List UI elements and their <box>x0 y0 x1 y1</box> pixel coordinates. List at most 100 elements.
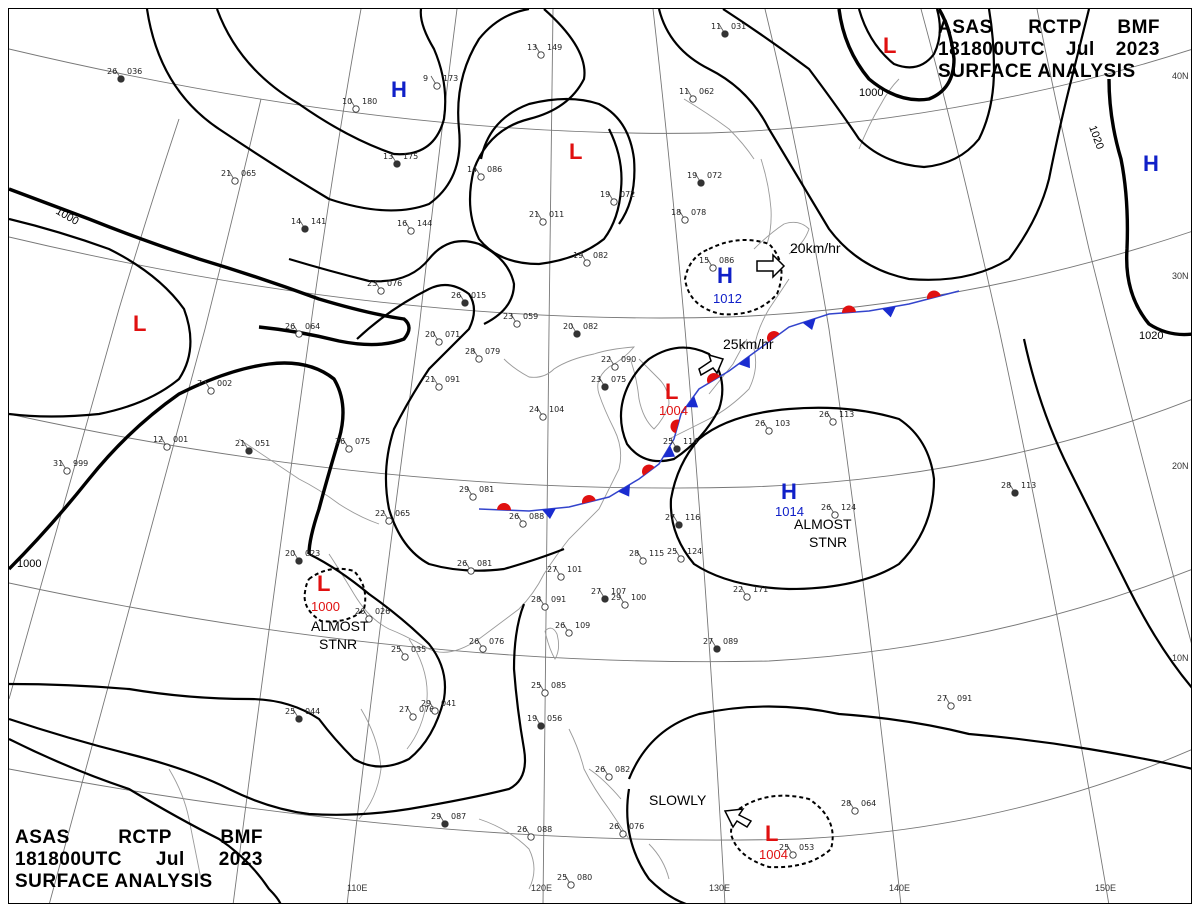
coast-china <box>328 346 636 653</box>
isobar-label-1000-ne: 1000 <box>859 87 883 99</box>
station-temperature: 12 <box>153 435 163 444</box>
station-temperature: 29 <box>421 699 431 708</box>
station-cloud-circle <box>433 82 441 90</box>
station-pressure: 076 <box>387 279 402 288</box>
low-center-1004: L <box>665 379 678 404</box>
station-plot: 27 089 <box>703 637 738 653</box>
station-cloud-circle <box>947 702 955 710</box>
header-top-code: BMF <box>1117 17 1160 38</box>
station-plot: 21 065 <box>221 169 256 185</box>
coast-sakhalin <box>760 158 772 245</box>
station-temperature: 13 <box>383 152 393 161</box>
isobars <box>9 9 1191 903</box>
station-temperature: 27 <box>937 694 947 703</box>
lon-label-110e: 110E <box>347 883 367 893</box>
annotation-stnr-east: STNR <box>809 534 847 550</box>
header-top-month: Jul <box>1065 39 1095 60</box>
station-cloud-circle <box>541 603 549 611</box>
isobar-1000-dashed <box>303 567 367 623</box>
warm-front-bump <box>842 305 856 314</box>
station-pressure: 075 <box>355 437 370 446</box>
station-pressure: 082 <box>593 251 608 260</box>
isobar-south-east <box>627 705 1191 780</box>
chart-header-bottom: ASAS RCTP BMF 181800UTC Jul 2023 SURFACE… <box>15 827 263 893</box>
coast-taiwan <box>544 627 560 660</box>
station-cloud-circle <box>117 75 125 83</box>
station-pressure: 113 <box>1021 481 1036 490</box>
warm-front-bump <box>497 503 511 511</box>
station-temperature: 21 <box>425 375 435 384</box>
station-pressure: 072 <box>707 171 722 180</box>
station-temperature: 25 <box>391 645 401 654</box>
station-cloud-circle <box>407 227 415 235</box>
station-plot: 11 031 <box>711 22 746 38</box>
parallel-0n <box>9 749 1191 841</box>
isobar-ne-low-inner <box>857 9 941 69</box>
station-plot: 31 999 <box>53 459 88 475</box>
meridian-100e <box>232 9 362 903</box>
cold-front-triangle <box>617 484 631 497</box>
high-center-1012: H <box>717 263 733 288</box>
meridian-90e <box>49 98 262 903</box>
station-pressure: 059 <box>523 312 538 321</box>
low-center-west: L <box>133 311 146 336</box>
warm-front-bump <box>670 419 680 434</box>
station-plot: 26 026 <box>355 607 390 623</box>
station-cloud-circle <box>605 773 613 781</box>
station-cloud-circle <box>611 363 619 371</box>
station-plot: 25 080 <box>557 873 592 889</box>
station-temperature: 29 <box>431 812 441 821</box>
station-pressure: 064 <box>861 799 876 808</box>
station-temperature: 15 <box>699 256 709 265</box>
station-pressure: 141 <box>311 217 326 226</box>
movement-label-slowly: SLOWLY <box>649 792 707 808</box>
station-cloud-circle <box>385 517 393 525</box>
station-cloud-circle <box>621 601 629 609</box>
station-temperature: 25 <box>667 547 677 556</box>
station-cloud-circle <box>245 447 253 455</box>
station-pressure: 062 <box>699 87 714 96</box>
station-pressure: 171 <box>753 585 768 594</box>
station-temperature: 26 <box>755 419 765 428</box>
station-plot: 11 062 <box>679 87 714 103</box>
isobar-1012-dashed <box>683 239 783 316</box>
station-temperature: 31 <box>53 459 63 468</box>
station-temperature: 24 <box>529 405 539 414</box>
station-cloud-circle <box>295 557 303 565</box>
station-plot: 28 064 <box>841 799 876 815</box>
station-pressure: 089 <box>723 637 738 646</box>
header-bottom-year: 2023 <box>218 849 263 870</box>
station-temperature: 28 <box>531 595 541 604</box>
meridian-140e <box>764 9 902 903</box>
station-pressure: 076 <box>629 822 644 831</box>
station-plot: 20 023 <box>285 549 320 565</box>
station-cloud-circle <box>475 355 483 363</box>
station-pressure: 116 <box>685 513 700 522</box>
low-center-1004-south: L <box>765 821 778 846</box>
coastlines <box>168 78 900 890</box>
station-plot: 19 056 <box>527 714 562 730</box>
station-plot: 12 001 <box>153 435 188 451</box>
station-temperature: 18 <box>671 208 681 217</box>
header-top-station: RCTP <box>1028 17 1082 38</box>
station-temperature: 20 <box>285 549 295 558</box>
station-cloud-circle <box>435 383 443 391</box>
station-cloud-circle <box>63 467 71 475</box>
station-plot: 26 081 <box>457 559 492 575</box>
station-pressure: 091 <box>551 595 566 604</box>
station-pressure: 001 <box>173 435 188 444</box>
station-temperature: 23 <box>367 279 377 288</box>
meridian-80e <box>9 118 180 700</box>
station-plot: 14 141 <box>291 217 326 233</box>
station-temperature: 19 <box>527 714 537 723</box>
station-cloud-circle <box>409 713 417 721</box>
station-temperature: 10 <box>342 97 352 106</box>
station-temperature: 20 <box>425 330 435 339</box>
station-cloud-circle <box>441 820 449 828</box>
station-cloud-circle <box>673 445 681 453</box>
station-pressure: 100 <box>631 593 646 602</box>
station-plot: 25 085 <box>531 681 566 697</box>
cold-front-triangle <box>738 355 750 369</box>
isobar-south-east-b <box>626 788 687 903</box>
